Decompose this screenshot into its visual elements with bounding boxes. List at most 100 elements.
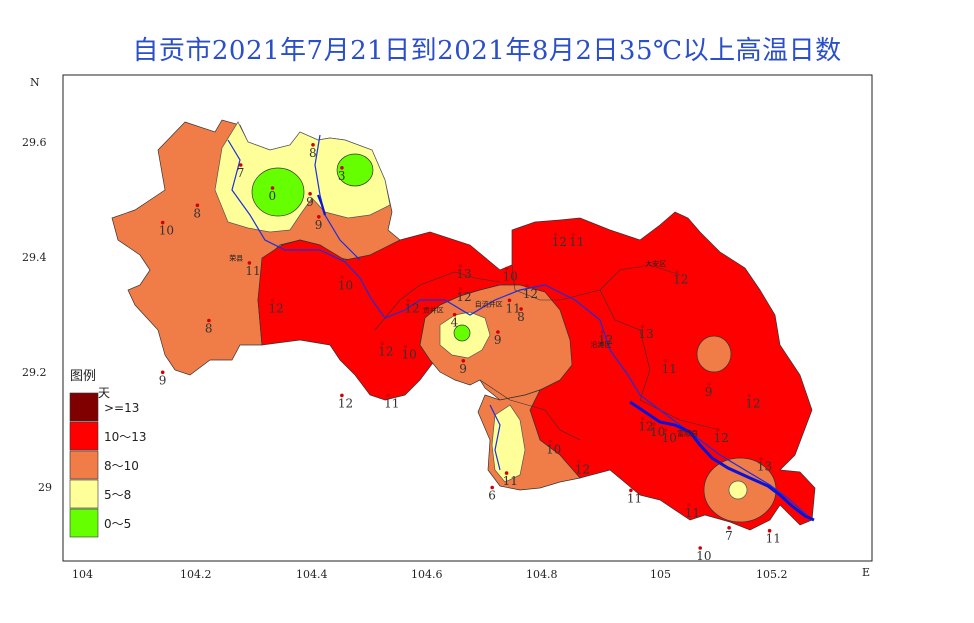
station-dot [490,485,495,490]
station-dot [496,330,500,334]
station-dot [386,393,390,398]
legend-label: >=13 [104,401,139,415]
station-value-label: 12 [598,333,613,347]
station-value-label: 10 [338,278,353,292]
x-tick-label: 104 [72,568,93,581]
region-layer [111,119,816,531]
station-dot [640,416,645,421]
station-dot [629,488,633,493]
region-8-10-east [696,335,732,373]
x-tick-label: 105.2 [756,568,788,581]
station-dot [686,503,691,507]
place-name-label: 荣县 [229,254,243,263]
region-5-8-southeast [728,480,748,500]
station-value-label: 12 [745,396,760,410]
station-dot [663,359,668,363]
station-value-label: 11 [384,396,399,410]
station-dot [767,528,772,533]
station-value-label: 11 [662,362,677,376]
station-dot [458,287,463,291]
station-dot [406,298,411,303]
station-value-label: 7 [725,529,733,543]
station-dot [452,312,457,317]
station-value-label: 12 [404,301,419,315]
legend-items: >=13 10～13 8～10 5～8 0～5 [69,392,147,538]
legend-swatch [69,392,99,422]
legend-unit: 天 [98,386,110,400]
station-dot [238,163,243,167]
station-value-label: 6 [488,489,496,503]
station-value-label: 13 [757,460,772,474]
legend-swatch [69,421,99,451]
station-value-label: 10 [696,549,711,563]
station-value-label: 13 [638,327,653,341]
station-value-label: 9 [315,218,323,232]
station-value-label: 9 [159,373,167,387]
station-value-label: 11 [627,491,642,505]
station-value-label: 11 [506,301,521,315]
map-frame [62,74,873,562]
station-dot [698,546,702,550]
station-value-label: 7 [237,166,245,180]
station-value-label: 11 [569,235,584,249]
station-dot [640,324,645,329]
x-tick-labels: 104 104.2 104.4 104.6 104.8 105 105.2 [72,568,788,581]
y-tick-label: 29 [38,481,52,494]
station-value-label: 8 [193,206,201,220]
y-tick-label: 29.2 [22,366,47,379]
station-dot [311,143,315,147]
place-name-label: 自流井区 [475,300,503,309]
station-value-label: 10 [503,270,518,284]
station-dot [504,471,509,475]
legend-title: 图例 [70,369,96,384]
y-tick-label: 29.6 [22,136,47,149]
east-label: E [862,566,870,579]
station-value-label: 12 [575,463,590,477]
legend-swatch [69,479,99,509]
station-value-label: 8 [517,310,525,324]
station-dot [675,269,679,274]
station-dot [727,526,731,530]
station-value-label: 3 [338,169,346,183]
station-dot [380,341,385,346]
station-dot [160,370,165,375]
station-dot [652,422,656,427]
station-dot [519,307,523,311]
region-8-10-center [419,284,573,401]
x-tick-label: 104.6 [411,568,443,581]
station-dot [270,298,275,303]
station-dot [504,266,509,271]
station-value-label: 12 [552,235,567,249]
station-dot [461,359,466,363]
station-dot [663,428,668,432]
station-value-label: 10 [650,425,665,439]
station-dot [403,344,408,349]
place-name-label: 富顺县 [677,429,698,438]
station-dot [308,192,312,196]
station-value-label: 11 [685,506,700,520]
station-value-label: 12 [714,431,729,445]
station-value-label: 12 [378,345,393,359]
station-value-label: 10 [662,431,677,445]
district-boundaries [374,264,721,441]
station-dot [759,456,763,461]
station-dot [270,186,275,190]
station-value-label: 10 [159,224,174,238]
station-dot [160,220,165,225]
station-dot [317,215,321,219]
station-value-label: 10 [402,347,417,361]
place-name-label: 贡井区 [423,305,444,314]
station-dot [600,330,604,334]
station-value-label: 11 [245,264,260,278]
place-name-label: 沿滩区 [590,340,611,349]
north-river [316,194,327,216]
region-0-5-north [336,153,374,187]
station-value-label: 12 [456,290,471,304]
region-0-5-center [453,324,471,342]
legend-label: 10～13 [104,430,147,444]
station-value-label: 12 [338,396,353,410]
region-0-5-west [251,167,305,217]
station-value-label: 0 [269,189,277,203]
